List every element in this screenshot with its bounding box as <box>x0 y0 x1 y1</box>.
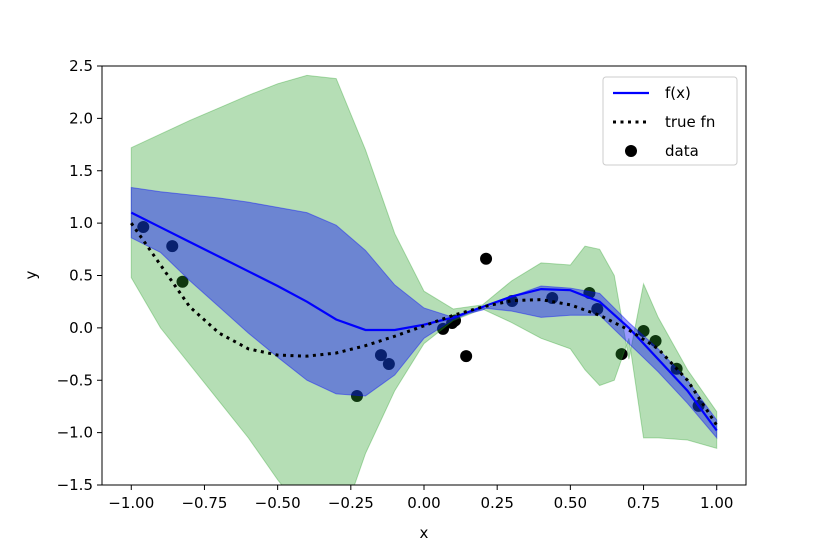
x-tick-label: 0.75 <box>627 494 660 512</box>
line <box>130 222 718 427</box>
data-point <box>137 221 150 234</box>
legend-marker <box>625 145 637 157</box>
y-tick-label: −0.5 <box>57 371 93 389</box>
x-tick-label: −0.50 <box>255 494 301 512</box>
data-point <box>591 303 604 316</box>
x-tick-label: −0.75 <box>181 494 227 512</box>
y-tick-label: 0.5 <box>69 267 93 285</box>
data-point <box>374 349 387 362</box>
legend-label: data <box>665 142 699 160</box>
y-tick-label: 1.5 <box>69 162 93 180</box>
data-point <box>649 334 662 347</box>
data-point <box>166 240 179 253</box>
data-point <box>176 275 189 288</box>
data-point <box>637 325 650 338</box>
x-tick-label: 1.00 <box>700 494 733 512</box>
confidence-band <box>130 74 718 485</box>
data-point <box>350 389 363 402</box>
data-point <box>615 348 628 361</box>
data-point <box>437 322 450 335</box>
axes: −1.00 −0.75 −0.50 −0.25 0.00 0.25 0.50 0.75 1.00… <box>57 57 738 512</box>
y-tick-label: 2.0 <box>69 109 93 127</box>
y-tick-label: −1.5 <box>57 476 93 494</box>
x-tick-label: 0.00 <box>407 494 440 512</box>
confidence-band <box>130 186 718 440</box>
data-point <box>480 252 493 265</box>
legend-label: f(x) <box>665 84 691 102</box>
y-axis-label: y <box>22 270 40 279</box>
legend: f(x) true fn data <box>602 76 738 166</box>
legend-box <box>602 76 738 166</box>
y-tick-label: 1.0 <box>69 214 93 232</box>
data-point <box>382 358 395 371</box>
x-axis-label: x <box>420 524 429 542</box>
y-tick-label: 0.0 <box>69 319 93 337</box>
x-tick-label: −0.25 <box>328 494 374 512</box>
plot-area <box>130 74 718 485</box>
legend-label: true fn <box>665 113 715 131</box>
x-tick-label: 0.50 <box>554 494 587 512</box>
x-tick-label: −1.00 <box>108 494 154 512</box>
y-tick-label: 2.5 <box>69 57 93 75</box>
x-tick-label: 0.25 <box>480 494 513 512</box>
data-point <box>460 350 473 363</box>
line <box>130 211 718 432</box>
y-tick-label: −1.0 <box>57 424 93 442</box>
